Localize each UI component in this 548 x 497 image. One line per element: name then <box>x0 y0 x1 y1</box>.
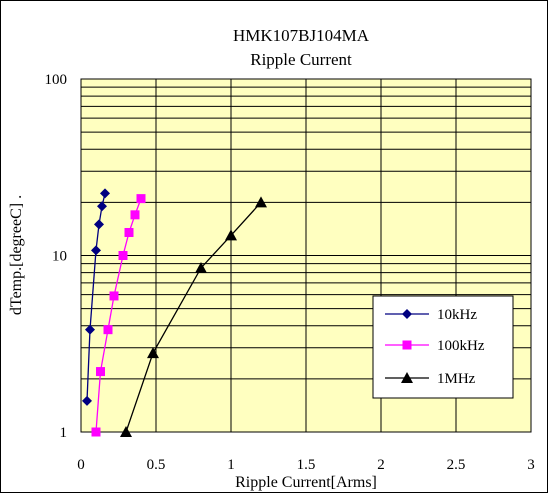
x-tick-label: 2.5 <box>447 457 466 473</box>
chart-subtitle: Ripple Current <box>250 50 352 69</box>
x-tick-label: 0.5 <box>147 457 166 473</box>
data-point-1MHz <box>120 426 132 437</box>
data-point-1MHz <box>255 196 267 208</box>
data-series <box>82 188 267 437</box>
y-tick-label: 10 <box>52 249 67 265</box>
data-point-100kHz <box>96 367 105 377</box>
data-point-10kHz <box>91 245 101 256</box>
data-point-10kHz <box>82 395 92 406</box>
data-point-1MHz <box>195 261 207 273</box>
y-tick-label: 1 <box>60 425 68 441</box>
chart-title: HMK107BJ104MA <box>233 26 370 45</box>
data-point-100kHz <box>103 325 113 335</box>
data-point-100kHz <box>130 210 140 220</box>
x-tick-label: 1.5 <box>297 457 316 473</box>
legend-box <box>372 295 514 399</box>
data-point-10kHz <box>100 188 110 199</box>
legend: 10kHz 100kHz 1MHz <box>372 295 514 399</box>
data-point-10kHz <box>94 219 104 230</box>
data-point-100kHz <box>124 227 134 237</box>
data-point-100kHz <box>118 251 128 260</box>
data-point-100kHz <box>91 427 101 437</box>
data-point-100kHz <box>136 194 146 204</box>
y-axis-label: dTemp.[degreeC] . <box>8 195 25 315</box>
legend-marker-100kHz <box>402 340 412 350</box>
legend-label-1MHz: 1MHz <box>437 371 476 387</box>
data-point-1MHz <box>225 229 237 241</box>
legend-marker-1MHz <box>401 372 413 383</box>
x-tick-label: 1 <box>227 457 235 473</box>
legend-marker-10kHz <box>402 309 412 319</box>
legend-label-10kHz: 10kHz <box>437 307 477 323</box>
data-point-1MHz <box>147 347 159 359</box>
x-tick-label: 3 <box>527 457 535 473</box>
tick-labels: 0 0.5 1 1.5 2 2.5 3 1 10 100 <box>45 72 535 473</box>
data-point-10kHz <box>85 324 95 335</box>
x-tick-label: 0 <box>77 457 85 473</box>
x-axis-label: Ripple Current[Arms] <box>235 474 377 491</box>
legend-label-100kHz: 100kHz <box>437 338 485 354</box>
y-tick-label: 100 <box>45 72 68 88</box>
data-point-10kHz <box>97 201 107 212</box>
x-tick-label: 2 <box>377 457 385 473</box>
data-point-100kHz <box>109 291 119 301</box>
